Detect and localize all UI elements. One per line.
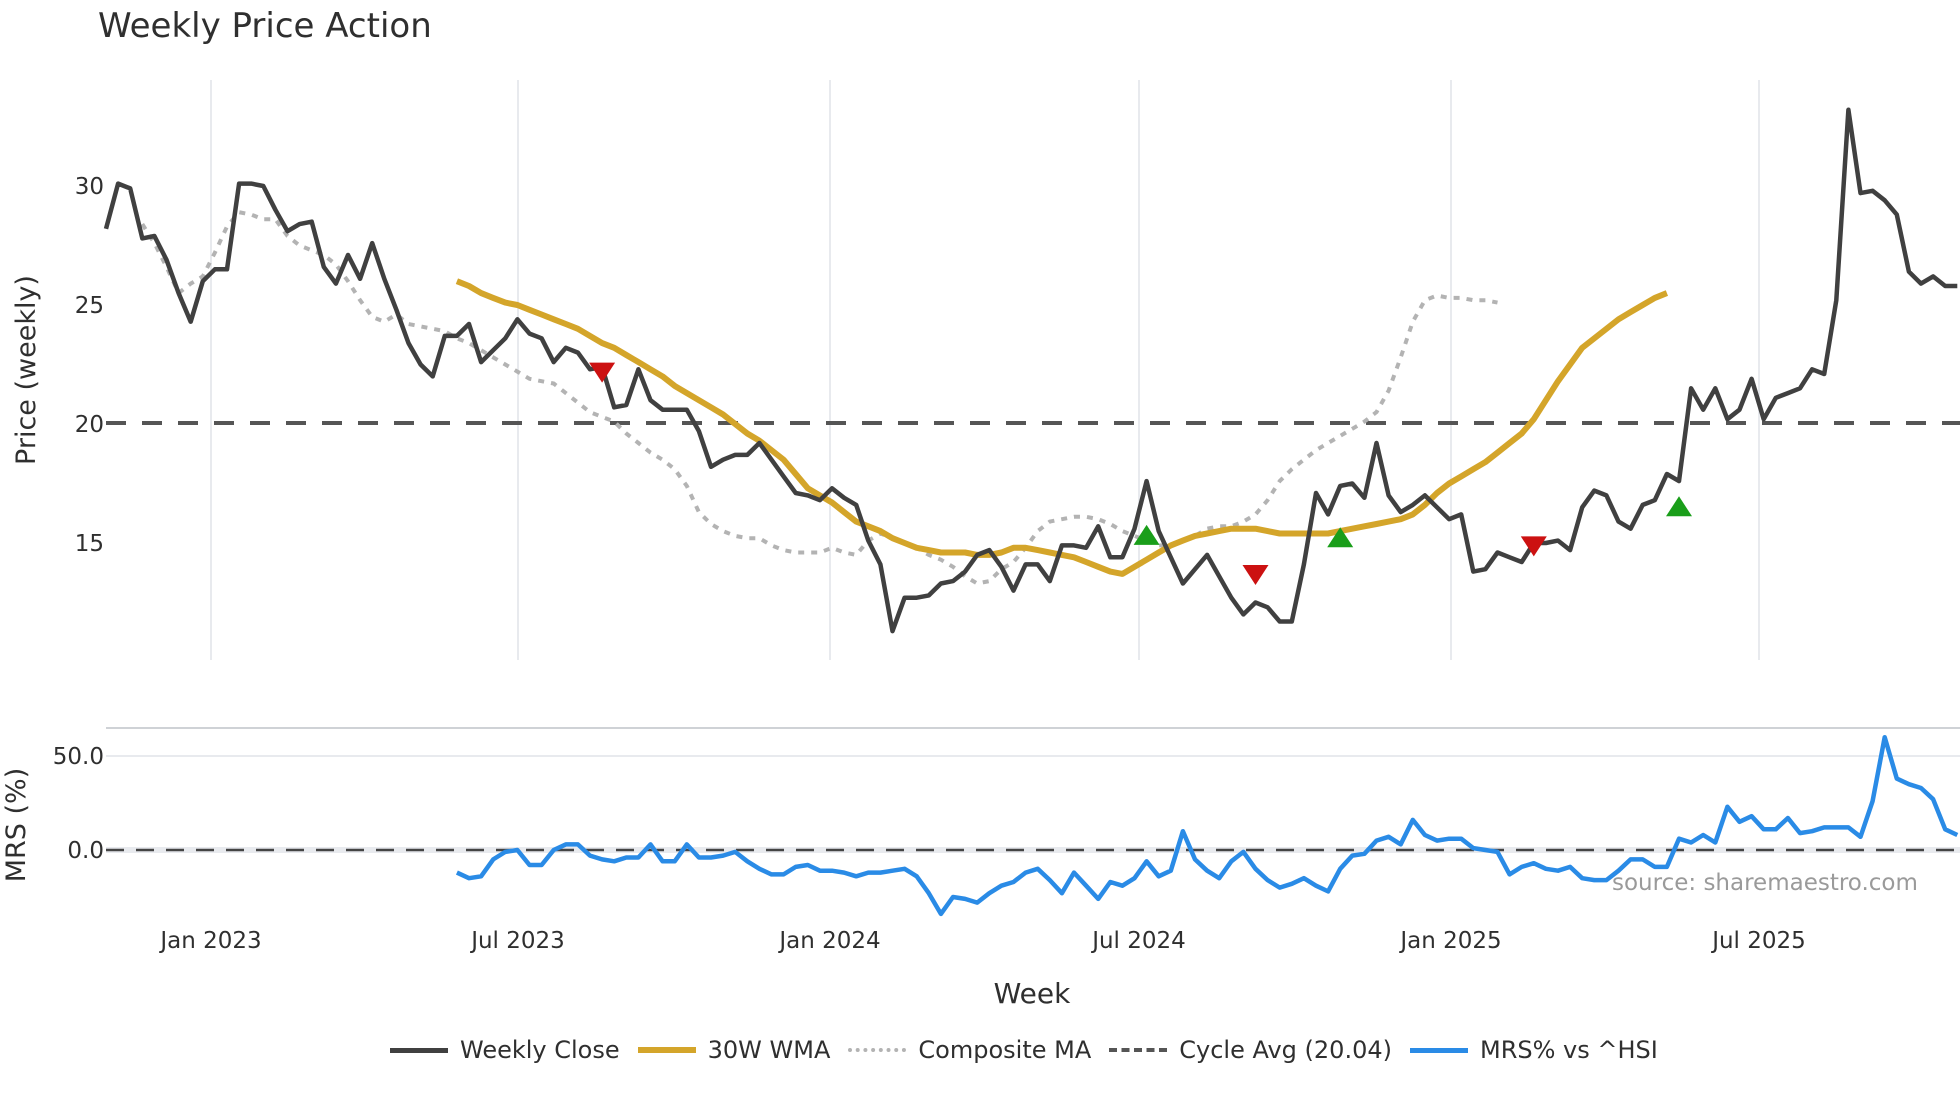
legend-item-30w-wma[interactable]: 30W WMA (637, 1036, 831, 1064)
x-tick-label: Jul 2025 (1710, 928, 1806, 954)
legend-item-cycle-avg[interactable]: Cycle Avg (20.04) (1109, 1036, 1392, 1064)
buy-signal-triangle-icon (1133, 524, 1160, 545)
mrs-tick-label: 0.0 (67, 838, 104, 864)
axes: Jan 2023 Jul 2023 Jan 2024 Jul 2024 Jan 2025… (53, 174, 1806, 954)
legend-item-weekly-close[interactable]: Weekly Close (390, 1036, 620, 1064)
weekly-close-line (103, 107, 1958, 634)
x-tick-label: Jan 2023 (158, 928, 261, 954)
line-swatch-icon (390, 1047, 448, 1053)
signal-markers (589, 362, 1692, 585)
x-tick-label: Jul 2024 (1090, 928, 1186, 954)
mrs-tick-label: 50.0 (53, 744, 104, 770)
mrs-y-axis-label: MRS (%) (1, 768, 32, 883)
dashed-line-swatch-icon (1109, 1048, 1168, 1052)
line-swatch-icon (1409, 1047, 1468, 1053)
price-y-axis-label: Price (weekly) (11, 275, 42, 465)
price-tick-label: 15 (75, 531, 104, 557)
buy-signal-triangle-icon (1666, 496, 1692, 517)
mrs-line (455, 734, 1959, 917)
sell-signal-triangle-icon (1242, 564, 1269, 585)
wma-line (455, 278, 1669, 577)
line-swatch-icon (637, 1047, 696, 1053)
composite-ma-line (140, 210, 1498, 586)
chart-title: Weekly Price Action (98, 6, 432, 46)
price-tick-label: 25 (75, 293, 104, 319)
series (103, 107, 1960, 917)
legend-label: Weekly Close (460, 1036, 620, 1064)
legend-item-mrs[interactable]: MRS% vs ^HSI (1409, 1036, 1658, 1064)
legend-label: 30W WMA (707, 1036, 831, 1064)
price-tick-label: 20 (75, 412, 104, 438)
x-tick-label: Jan 2025 (1398, 928, 1501, 954)
buy-signal-triangle-icon (1327, 527, 1354, 548)
x-tick-label: Jul 2023 (469, 928, 565, 954)
price-tick-label: 30 (75, 174, 104, 200)
dotted-line-swatch-icon (848, 1048, 907, 1052)
x-tick-label: Jan 2024 (777, 928, 880, 954)
legend-item-composite-ma[interactable]: Composite MA (848, 1036, 1091, 1064)
x-axis-label: Week (994, 977, 1071, 1010)
legend: Weekly Close 30W WMA Composite MA Cycle … (390, 1036, 1676, 1064)
sell-signal-triangle-icon (589, 362, 616, 383)
legend-label: Composite MA (918, 1036, 1092, 1064)
source-note: source: sharemaestro.com (1612, 870, 1918, 896)
legend-label: Cycle Avg (20.04) (1179, 1036, 1392, 1064)
sell-signal-triangle-icon (1520, 536, 1547, 557)
legend-label: MRS% vs ^HSI (1479, 1036, 1658, 1064)
